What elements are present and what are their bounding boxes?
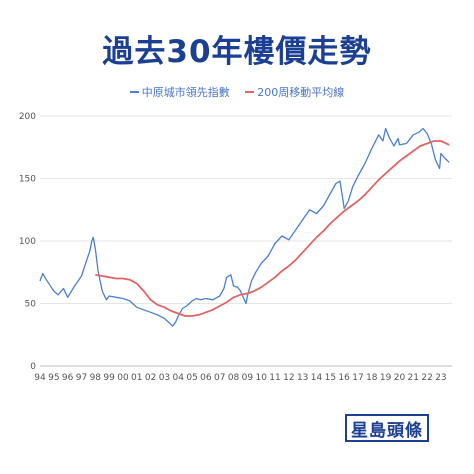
legend-item-cci: 中原城市領先指數 — [129, 84, 230, 100]
chart-title: 過去30年樓價走勢 — [102, 34, 372, 70]
x-tick-label: 00 — [117, 373, 129, 383]
logo-box: 星島頭條 — [345, 414, 429, 442]
x-tick-label: 94 — [34, 373, 46, 383]
x-tick-label: 98 — [90, 373, 102, 383]
x-tick-label: 04 — [173, 373, 185, 383]
x-tick-label: 18 — [366, 373, 378, 383]
x-tick-label: 12 — [283, 373, 294, 383]
series-line-ma200 — [95, 140, 450, 317]
legend-label-cci: 中原城市領先指數 — [141, 86, 230, 99]
x-tick-label: 95 — [48, 373, 59, 383]
y-tick-label: 150 — [19, 175, 36, 185]
x-tick-label: 19 — [380, 373, 392, 383]
x-tick-label: 96 — [62, 373, 74, 383]
x-tick-label: 13 — [297, 373, 308, 383]
x-tick-label: 99 — [103, 373, 115, 383]
x-tick-label: 08 — [228, 373, 240, 383]
x-tick-label: 01 — [131, 373, 142, 383]
logo: 星島頭條 — [345, 414, 429, 442]
x-tick-label: 23 — [435, 373, 446, 383]
x-tick-label: 11 — [269, 373, 280, 383]
x-tick-label: 14 — [311, 373, 323, 383]
x-tick-label: 97 — [76, 373, 87, 383]
legend-swatch-cci — [129, 91, 139, 93]
y-tick-label: 0 — [30, 362, 36, 372]
legend-label-ma200: 200周移動平均線 — [257, 86, 345, 99]
series-line-cci — [39, 127, 450, 327]
logo-text: 星島頭條 — [351, 420, 423, 441]
y-tick-label: 50 — [25, 300, 37, 310]
x-tick-label: 15 — [325, 373, 336, 383]
x-tick-label: 05 — [186, 373, 197, 383]
y-tick-label: 100 — [19, 237, 36, 247]
y-tick-label: 200 — [19, 112, 36, 122]
x-tick-label: 17 — [352, 373, 363, 383]
legend-swatch-ma200 — [245, 91, 255, 93]
x-tick-label: 07 — [214, 373, 225, 383]
x-tick-label: 09 — [242, 373, 254, 383]
chart-legend: 中原城市領先指數 200周移動平均線 — [0, 83, 474, 100]
x-tick-label: 02 — [145, 373, 156, 383]
x-tick-label: 16 — [338, 373, 350, 383]
x-tick-label: 10 — [255, 373, 267, 383]
x-tick-label: 06 — [200, 373, 212, 383]
legend-item-ma200: 200周移動平均線 — [245, 84, 344, 100]
x-tick-label: 03 — [159, 373, 170, 383]
x-tick-label: 22 — [421, 373, 432, 383]
x-tick-label: 21 — [408, 373, 419, 383]
x-tick-label: 20 — [394, 373, 406, 383]
